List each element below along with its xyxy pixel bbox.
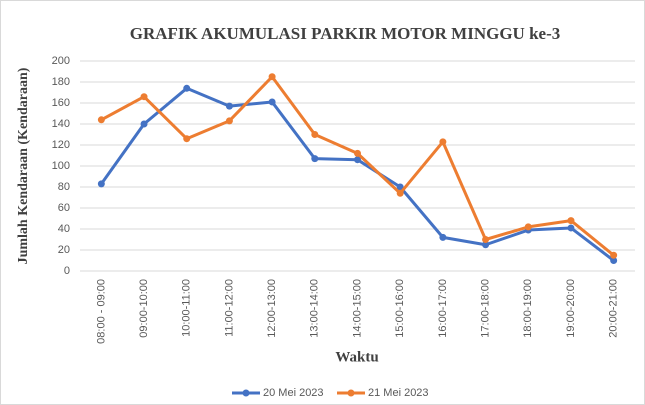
x-tick-label: 09:00-10:00 — [138, 279, 150, 338]
y-tick-label: 180 — [52, 76, 70, 88]
point — [97, 116, 105, 124]
point — [140, 120, 148, 128]
y-tick-label: 100 — [52, 160, 70, 172]
y-tick-label: 120 — [52, 139, 70, 151]
x-tick-label: 19:00-20:00 — [565, 279, 577, 338]
point — [610, 257, 618, 264]
point — [610, 251, 618, 259]
point — [268, 73, 276, 81]
point — [225, 117, 233, 125]
point — [268, 98, 276, 106]
point — [439, 233, 447, 241]
x-tick-label: 15:00-16:00 — [394, 279, 406, 338]
point — [311, 155, 319, 163]
x-tick-label: 18:00-19:00 — [522, 279, 534, 338]
x-tick-label: 11:00-12:00 — [223, 279, 235, 337]
point — [482, 241, 490, 249]
y-tick-label: 80 — [58, 181, 70, 193]
x-tick-label: 08:00 - 09:00 — [95, 279, 107, 344]
y-tick-label: 60 — [58, 202, 70, 214]
point — [311, 131, 319, 138]
y-tick-label: 140 — [52, 118, 70, 130]
legend-label: 21 Mei 2023 — [368, 387, 429, 399]
x-tick-label: 16:00-17:00 — [437, 279, 449, 338]
point — [97, 180, 105, 188]
y-tick-label: 20 — [58, 244, 70, 256]
point — [396, 189, 404, 197]
point — [396, 183, 404, 191]
x-tick-label: 14:00-15:00 — [351, 279, 363, 338]
x-tick-label: 10:00-11:00 — [181, 279, 193, 337]
y-tick-label: 40 — [58, 223, 70, 235]
y-tick-label: 0 — [64, 265, 70, 277]
legend-marker — [242, 389, 250, 397]
x-tick-label: 12:00-13:00 — [266, 279, 278, 338]
point — [482, 236, 490, 243]
legend-marker — [347, 389, 355, 397]
point — [140, 93, 148, 101]
x-tick-label: 13:00-14:00 — [309, 279, 321, 338]
point — [567, 224, 575, 232]
point — [567, 217, 575, 225]
point — [354, 156, 361, 164]
y-axis-label: Jumlah Kendaraan (Kendaraan) — [16, 67, 31, 264]
point — [354, 149, 361, 157]
x-axis-label: Waktu — [335, 349, 378, 365]
point — [439, 138, 447, 146]
point — [183, 135, 191, 143]
legend-label: 20 Mei 2023 — [263, 387, 324, 399]
point — [183, 84, 191, 92]
x-tick-label: 17:00-18:00 — [479, 279, 491, 338]
point — [524, 223, 532, 231]
point — [225, 102, 233, 110]
x-tick-label: 20:00-21:00 — [608, 279, 620, 338]
y-tick-label: 200 — [52, 55, 70, 67]
y-tick-label: 160 — [52, 97, 70, 109]
chart-title: GRAFIK AKUMULASI PARKIR MOTOR MINGGU ke-… — [130, 24, 561, 43]
